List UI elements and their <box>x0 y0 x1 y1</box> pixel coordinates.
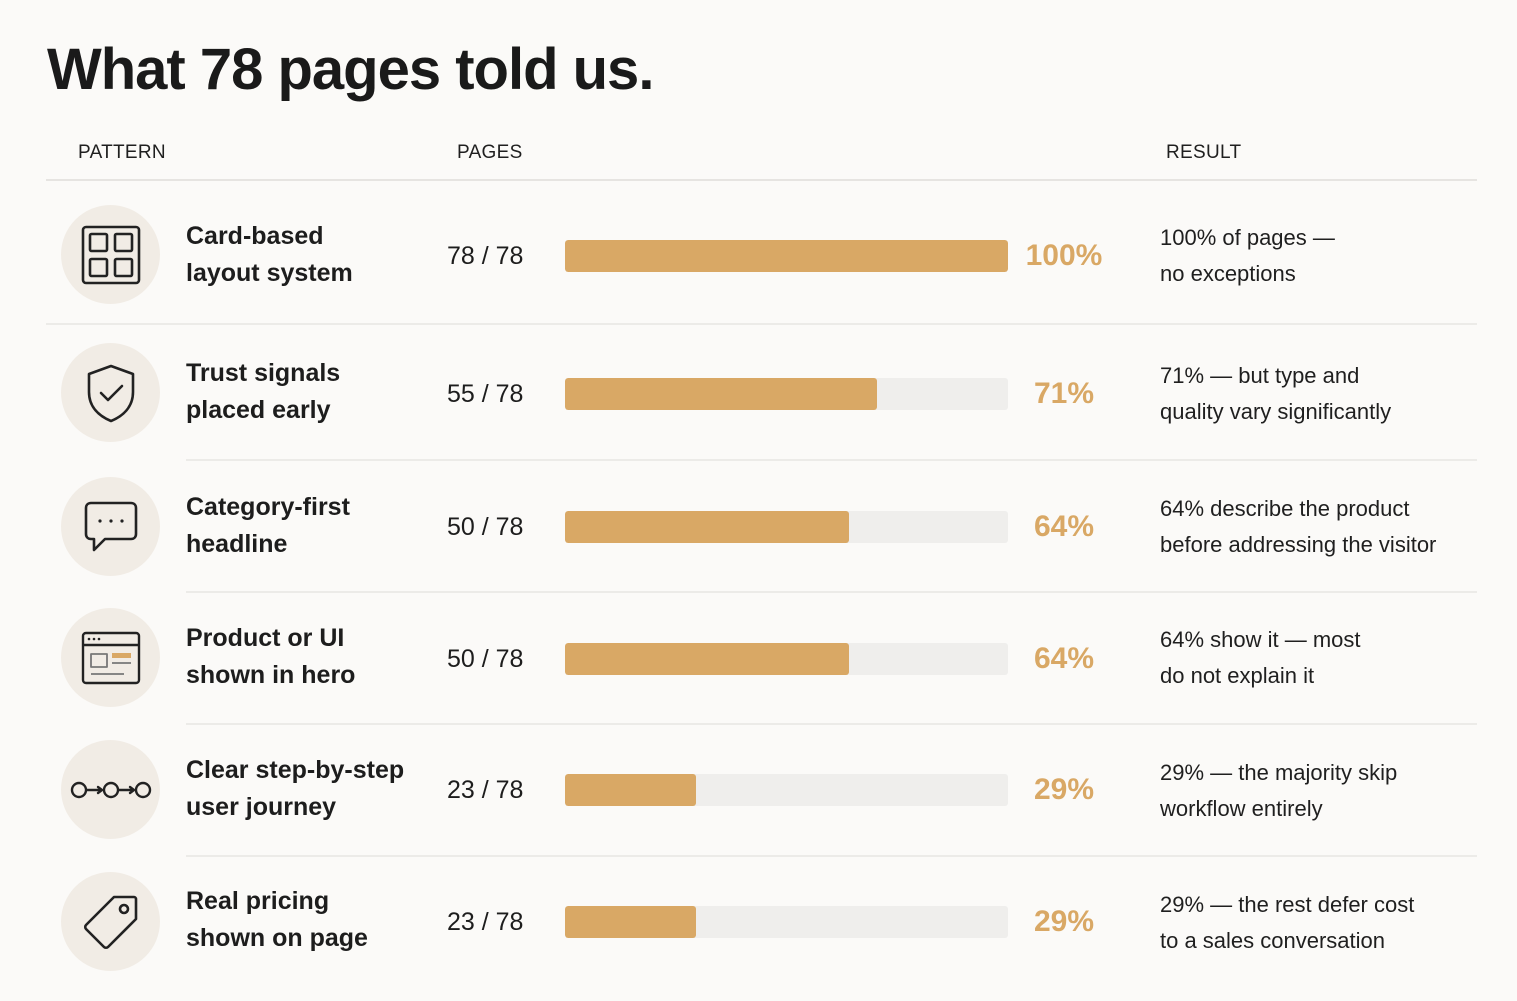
bar-track <box>565 774 1008 806</box>
bar-percent-label: 64% <box>1033 642 1095 675</box>
pattern-label: Clear step-by-step user journey <box>186 756 405 821</box>
bar <box>565 240 1008 272</box>
bar-percent-label: 100% <box>1025 239 1103 272</box>
page-title: What 78 pages told us. <box>47 37 654 102</box>
result-text: 100% of pages — no exceptions <box>1160 225 1335 286</box>
chat-bubble-icon <box>61 477 160 576</box>
row-divider <box>186 855 1477 857</box>
bar-track <box>565 511 1008 543</box>
result-text: 29% — the rest defer cost to a sales conv… <box>1160 892 1415 953</box>
bar-percent-label: 29% <box>1033 905 1095 938</box>
row-divider <box>46 323 1477 325</box>
pages-count: 55 / 78 <box>447 380 524 408</box>
bar-track <box>565 240 1008 272</box>
row-divider <box>186 723 1477 725</box>
pages-count: 23 / 78 <box>447 908 524 936</box>
pages-count: 23 / 78 <box>447 776 524 804</box>
bar-percent-label: 29% <box>1033 773 1095 806</box>
bar <box>565 378 878 410</box>
bar-track <box>565 906 1008 938</box>
header-pattern: PATTERN <box>78 142 166 163</box>
result-text: 64% show it — most do not explain it <box>1160 627 1361 688</box>
pattern-label: Trust signals placed early <box>186 359 341 424</box>
pattern-label: Category-first headline <box>186 493 350 558</box>
pattern-label: Real pricing shown on page <box>186 887 368 952</box>
shield-check-icon <box>61 343 160 442</box>
bar-track <box>565 643 1008 675</box>
grid-layout-icon <box>61 205 160 304</box>
row-divider <box>186 459 1477 461</box>
pages-count: 50 / 78 <box>447 645 524 673</box>
steps-flow-icon <box>61 740 160 839</box>
browser-window-icon <box>61 608 160 707</box>
pattern-label: Product or UI shown in hero <box>186 624 356 689</box>
result-text: 29% — the majority skip workflow entirely <box>1160 760 1398 821</box>
header-divider <box>46 179 1477 181</box>
bar-track <box>565 378 1008 410</box>
header-result: RESULT <box>1166 142 1242 163</box>
bar-percent-label: 64% <box>1033 510 1095 543</box>
bar <box>565 511 849 543</box>
header-pages: PAGES <box>457 142 523 163</box>
result-text: 64% describe the product before addressin… <box>1160 496 1437 557</box>
pattern-label: Card-based layout system <box>186 222 353 287</box>
bar <box>565 643 849 675</box>
result-text: 71% — but type and quality vary significa… <box>1160 363 1392 424</box>
bar <box>565 774 696 806</box>
pages-count: 78 / 78 <box>447 242 524 270</box>
pages-count: 50 / 78 <box>447 513 524 541</box>
bar <box>565 906 696 938</box>
price-tag-icon <box>61 872 160 971</box>
row-divider <box>186 591 1477 593</box>
bar-percent-label: 71% <box>1033 377 1095 410</box>
